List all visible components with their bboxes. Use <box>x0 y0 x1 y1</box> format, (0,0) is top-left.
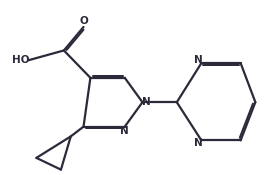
Text: O: O <box>79 16 88 26</box>
Text: N: N <box>194 138 203 148</box>
Text: HO: HO <box>12 55 30 65</box>
Text: N: N <box>194 55 203 65</box>
Text: N: N <box>141 97 150 107</box>
Text: N: N <box>120 126 129 136</box>
